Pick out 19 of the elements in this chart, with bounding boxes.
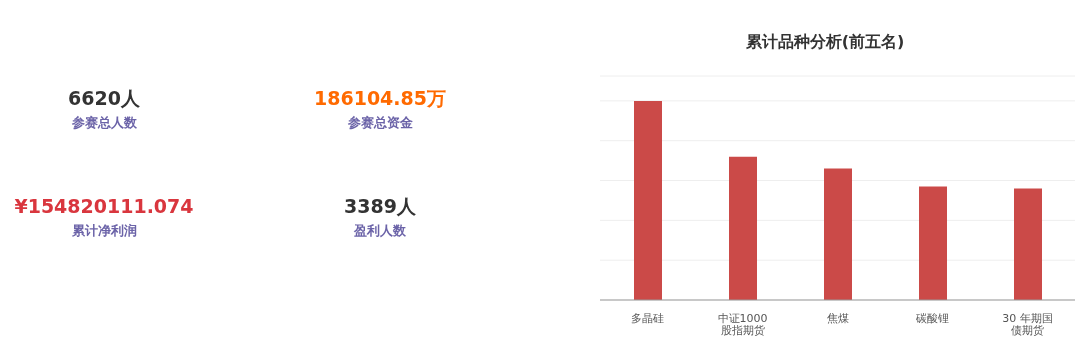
text: ¥154820111.074 (13, 194, 195, 219)
text: 3389人 (343, 194, 417, 219)
x-tick-label: 中证1000股指期货 (717, 312, 768, 337)
text: 累计净利润 (70, 222, 138, 240)
text: 参赛总资金 (346, 114, 414, 132)
text: 186104.85万 (313, 86, 447, 111)
bar (729, 156, 757, 300)
x-tick-label: 30 年期国债期货 (1002, 312, 1053, 337)
text: 参赛总人数 (70, 114, 138, 132)
x-tick-label: 多晶硅 (631, 312, 664, 325)
chart-title: 累计品种分析(前五名) (744, 32, 906, 53)
text: 盈利人数 (353, 222, 407, 240)
x-tick-label: 碳酸锂 (915, 312, 949, 325)
bar (1014, 188, 1042, 300)
x-tick-label: 焦煤 (826, 312, 849, 325)
text: 6620人 (67, 86, 141, 111)
bar (824, 168, 852, 300)
bar (634, 100, 662, 300)
bar (919, 186, 947, 300)
